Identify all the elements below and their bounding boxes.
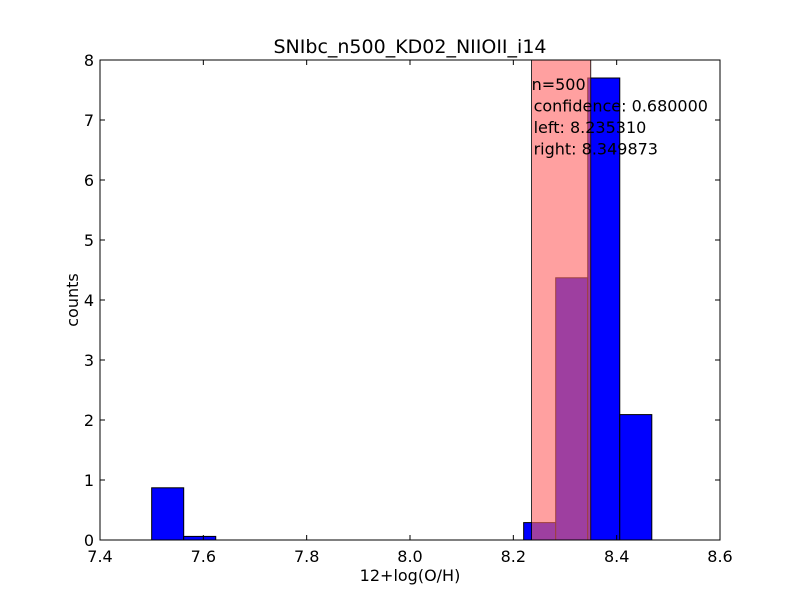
histogram-bar	[619, 414, 653, 541]
x-tick-label: 8.4	[604, 547, 629, 566]
y-tick-label: 2	[84, 411, 94, 430]
x-tick-label: 7.6	[191, 547, 216, 566]
x-axis-title: 12+log(O/H)	[360, 566, 461, 585]
histogram-bar	[587, 77, 621, 541]
x-tick-label: 8.0	[397, 547, 422, 566]
x-axis-ticks: 7.4 7.6 7.8 8.0 8.2 8.4 8.6	[87, 60, 733, 566]
histogram-bar	[183, 535, 217, 541]
x-tick-label: 8.2	[501, 547, 526, 566]
y-axis-ticks: 0 1 2 3 4 5 6 7 8	[84, 51, 720, 550]
histogram-bar	[151, 487, 185, 541]
y-axis-title: counts	[63, 273, 82, 326]
y-tick-label: 4	[84, 291, 94, 310]
y-tick-label: 0	[84, 531, 94, 550]
confidence-band	[531, 59, 592, 541]
y-tick-label: 8	[84, 51, 94, 70]
x-tick-label: 8.6	[707, 547, 732, 566]
y-tick-label: 3	[84, 351, 94, 370]
stats-annotation-line: confidence: 0.680000	[534, 97, 708, 116]
stats-annotation-line: n=500	[532, 75, 586, 94]
y-tick-label: 5	[84, 231, 94, 250]
y-tick-label: 1	[84, 471, 94, 490]
y-tick-label: 7	[84, 111, 94, 130]
confidence-band-layer	[531, 59, 592, 541]
stats-annotation: n=500 confidence: 0.680000 left: 8.235310 r…	[532, 75, 708, 159]
stats-annotation-line: right: 8.349873	[534, 140, 658, 159]
chart-title: SNIbc_n500_KD02_NIIOII_i14	[274, 36, 547, 58]
x-tick-label: 7.8	[294, 547, 319, 566]
y-tick-label: 6	[84, 171, 94, 190]
x-tick-label: 7.4	[87, 547, 112, 566]
stats-annotation-line: left: 8.235310	[534, 118, 647, 137]
